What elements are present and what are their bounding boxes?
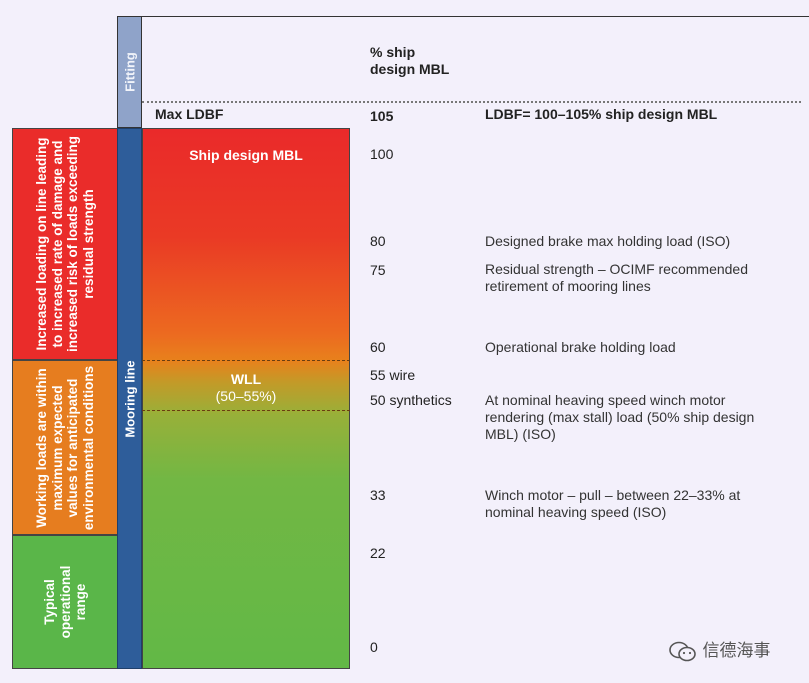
watermark-text: 信德海事 <box>702 641 771 660</box>
wll-label-line1: WLL <box>230 371 262 387</box>
fitting-bar-label: Fitting <box>122 52 137 92</box>
fitting-header-region <box>142 16 809 129</box>
percent-header-line1: % ship <box>370 44 416 60</box>
category-typical-range: Typical operational range <box>12 535 117 669</box>
wll-upper-dash <box>142 360 350 361</box>
level-value: 55 wire <box>370 367 416 383</box>
level-description: At nominal heaving speed winch motor ren… <box>485 392 755 442</box>
mooring-line-label: Mooring line <box>122 359 137 438</box>
wll-lower-dash <box>142 410 350 411</box>
category-increased-loading-text: Increased loading on line leading to inc… <box>34 135 96 353</box>
percent-header-line2: design MBL <box>370 61 450 77</box>
percent-header: % ship design MBL <box>370 44 449 78</box>
level-value: 100 <box>370 146 394 162</box>
wll-label-line2: (50–55%) <box>215 388 277 404</box>
wechat-icon <box>669 641 696 662</box>
level-description: Residual strength – OCIMF recommended re… <box>485 261 748 294</box>
level-value: 33 <box>370 487 386 503</box>
category-working-loads: Working loads are within maximum expecte… <box>12 360 117 535</box>
level-description: Winch motor – pull – between 22–33% at n… <box>485 487 741 520</box>
fitting-divider <box>142 101 801 103</box>
level-description: Operational brake holding load <box>485 339 676 355</box>
max-ldbf-label: Max LDBF <box>155 106 224 122</box>
level-value: 80 <box>370 233 386 249</box>
wll-label: WLL (50–55%) <box>142 371 350 405</box>
load-gradient-column <box>142 128 350 669</box>
category-typical-range-text: Typical operational range <box>41 565 88 639</box>
mooring-line-bar: Mooring line <box>117 128 142 669</box>
ship-design-mbl-label: Ship design MBL <box>189 147 303 163</box>
watermark: 信德海事 <box>668 636 770 664</box>
category-working-loads-text: Working loads are within maximum expecte… <box>34 365 96 530</box>
category-increased-loading: Increased loading on line leading to inc… <box>12 128 117 360</box>
fitting-bar: Fitting <box>117 16 142 128</box>
level-value: 50 synthetics <box>370 392 452 408</box>
max-ldbf-value: 105 <box>370 108 394 124</box>
ldbf-note: LDBF= 100–105% ship design MBL <box>485 106 718 122</box>
level-value: 75 <box>370 262 386 278</box>
level-value: 22 <box>370 545 386 561</box>
level-value: 60 <box>370 339 386 355</box>
level-description: Designed brake max holding load (ISO) <box>485 233 731 249</box>
level-value: 0 <box>370 639 378 655</box>
